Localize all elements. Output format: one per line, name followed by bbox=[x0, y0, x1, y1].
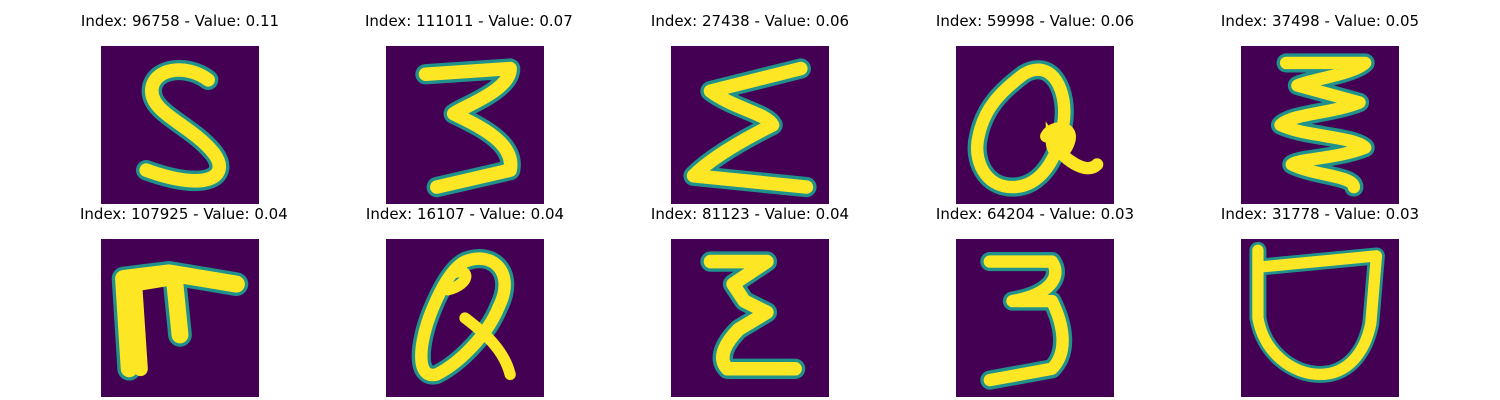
panel-6: Index: 107925 - Value: 0.04 bbox=[80, 205, 288, 397]
digit-image bbox=[671, 239, 829, 397]
z-glyph bbox=[700, 251, 806, 379]
panel-title: Index: 59998 - Value: 0.06 bbox=[935, 12, 1135, 30]
d-glyph bbox=[1249, 241, 1385, 383]
panel-10: Index: 31778 - Value: 0.03 bbox=[1220, 205, 1420, 397]
panel-8: Index: 81123 - Value: 0.04 bbox=[650, 205, 850, 397]
panel-title: Index: 107925 - Value: 0.04 bbox=[80, 205, 288, 223]
f-glyph bbox=[111, 261, 249, 381]
panel-title: Index: 27438 - Value: 0.06 bbox=[650, 12, 850, 30]
panel-5: Index: 37498 - Value: 0.05 bbox=[1220, 12, 1420, 204]
sigma-glyph bbox=[683, 58, 817, 198]
3-glyph bbox=[980, 251, 1073, 390]
s-glyph bbox=[135, 59, 230, 191]
panel-9: Index: 64204 - Value: 0.03 bbox=[935, 205, 1135, 397]
panel-7: Index: 16107 - Value: 0.04 bbox=[365, 205, 565, 397]
panel-3: Index: 27438 - Value: 0.06 bbox=[650, 12, 850, 204]
a-glyph bbox=[411, 249, 516, 385]
panel-title: Index: 111011 - Value: 0.07 bbox=[365, 12, 573, 30]
3-glyph bbox=[415, 58, 521, 198]
panel-2: Index: 111011 - Value: 0.07 bbox=[365, 12, 573, 204]
digit-image bbox=[956, 239, 1114, 397]
a-glyph bbox=[967, 60, 1104, 197]
panel-title: Index: 64204 - Value: 0.03 bbox=[935, 205, 1135, 223]
digit-image bbox=[956, 46, 1114, 204]
panel-title: Index: 37498 - Value: 0.05 bbox=[1220, 12, 1420, 30]
digit-image bbox=[101, 239, 259, 397]
panel-title: Index: 96758 - Value: 0.11 bbox=[80, 12, 280, 30]
panel-title: Index: 81123 - Value: 0.04 bbox=[650, 205, 850, 223]
digit-image bbox=[386, 46, 544, 204]
digit-image bbox=[671, 46, 829, 204]
digit-image bbox=[101, 46, 259, 204]
panel-4: Index: 59998 - Value: 0.06 bbox=[935, 12, 1135, 204]
panel-1: Index: 96758 - Value: 0.11 bbox=[80, 12, 280, 204]
panel-title: Index: 16107 - Value: 0.04 bbox=[365, 205, 565, 223]
digit-image bbox=[1241, 46, 1399, 204]
digit-image bbox=[1241, 239, 1399, 397]
panel-title: Index: 31778 - Value: 0.03 bbox=[1220, 205, 1420, 223]
digit-image bbox=[386, 239, 544, 397]
zigzag-glyph bbox=[1270, 53, 1375, 197]
